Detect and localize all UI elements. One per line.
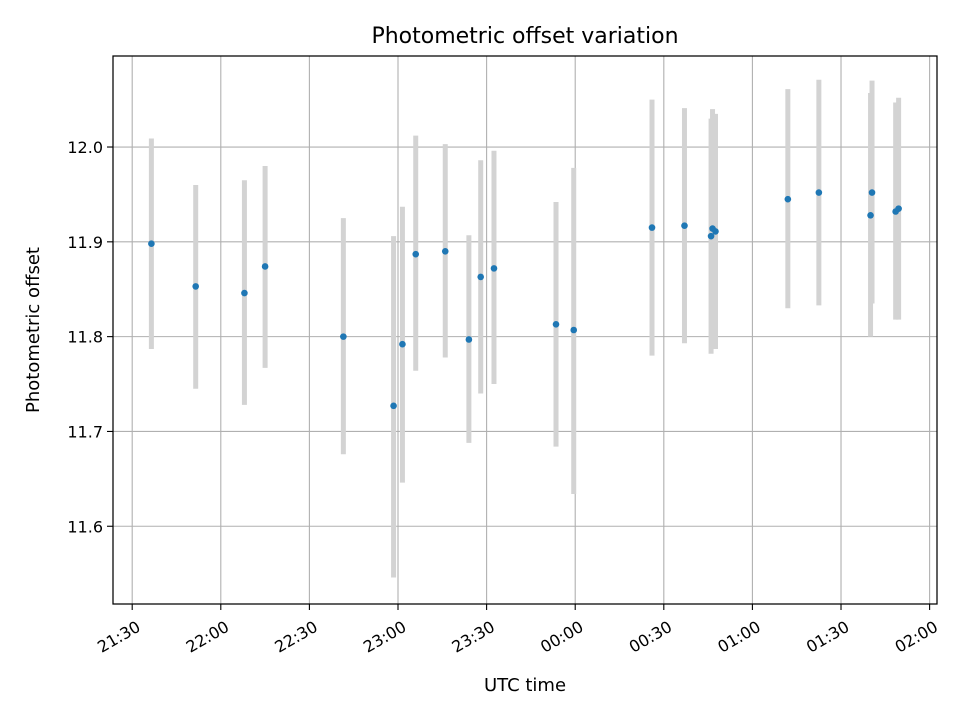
data-point: [399, 340, 406, 348]
data-point: [465, 336, 473, 343]
data-point: [241, 289, 248, 297]
data-point: [867, 211, 874, 219]
data-point: [441, 248, 449, 255]
data-point: [552, 321, 560, 328]
data-point: [340, 333, 347, 340]
data-point: [261, 263, 269, 270]
chart-title: Photometric offset variation: [371, 24, 678, 49]
data-point: [390, 402, 397, 410]
data-point: [707, 232, 715, 240]
y-tick-label: 11.7: [67, 422, 103, 441]
data-point: [412, 250, 420, 258]
data-point: [490, 265, 498, 272]
data-point: [895, 205, 902, 212]
data-point: [148, 240, 155, 248]
y-axis-label: Photometric offset: [23, 247, 44, 413]
data-point: [681, 222, 688, 230]
data-point: [570, 326, 578, 334]
y-tick-label: 11.9: [67, 233, 103, 252]
x-axis-label: UTC time: [484, 675, 566, 696]
y-axis: 11.6 11.7 11.8 11.9 12.0: [67, 138, 113, 536]
y-tick-label: 11.8: [67, 328, 103, 347]
data-point: [712, 228, 719, 235]
y-tick-label: 12.0: [67, 138, 103, 157]
plot-frame: [112, 55, 938, 605]
data-points: [148, 189, 902, 410]
data-point: [784, 195, 792, 203]
data-point: [477, 273, 484, 281]
data-point: [868, 189, 876, 196]
data-point: [815, 189, 823, 196]
data-point: [648, 224, 656, 231]
data-point: [192, 283, 199, 290]
y-tick-label: 11.6: [67, 517, 103, 536]
